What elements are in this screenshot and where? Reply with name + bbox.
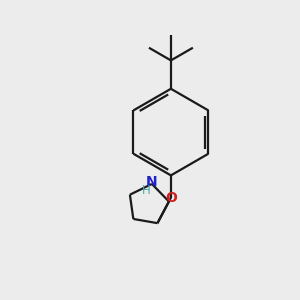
Text: N: N <box>146 176 158 189</box>
Text: H: H <box>142 184 151 197</box>
Text: O: O <box>165 191 177 205</box>
